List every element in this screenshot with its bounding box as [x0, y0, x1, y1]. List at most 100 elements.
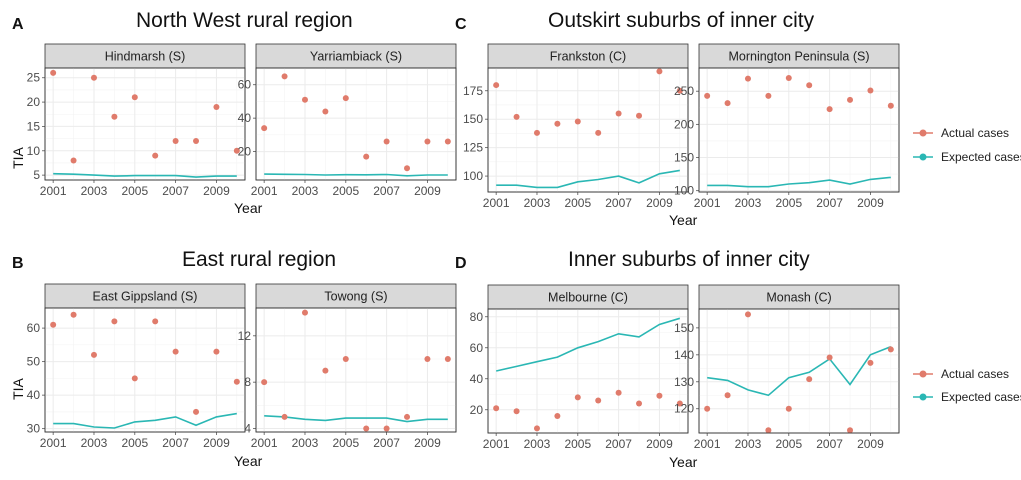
expected-cases-line — [496, 317, 681, 372]
plot-border — [698, 308, 900, 434]
x-tick-label: 2009 — [646, 196, 673, 210]
expected-cases-line — [53, 412, 237, 429]
plot-area — [255, 67, 457, 181]
x-tick-label: 2003 — [735, 196, 762, 210]
facet-strip-label: Yarriambiack (S) — [310, 50, 402, 64]
actual-cases-point — [724, 100, 731, 107]
actual-cases-point — [574, 118, 581, 125]
actual-cases-point — [867, 87, 874, 94]
actual-cases-point — [301, 309, 308, 316]
actual-cases-point — [152, 152, 159, 159]
y-tick-label: 30 — [27, 422, 41, 436]
facet-strip-label: Frankston (C) — [550, 50, 626, 64]
facet-towong-s: Towong (S) 2001 2003 2005 2007 2009 4 8 12 — [238, 283, 457, 450]
x-tick-label: 2007 — [162, 184, 189, 198]
actual-cases-point — [636, 400, 643, 407]
y-tick-label: 40 — [27, 388, 41, 402]
x-tick-label: 2007 — [162, 436, 189, 450]
x-tick-label: 2001 — [483, 196, 510, 210]
actual-cases-point — [342, 355, 349, 362]
x-tick-label: 2005 — [564, 196, 591, 210]
y-tick-label: 12 — [238, 329, 252, 343]
x-tick-label: 2001 — [483, 437, 510, 451]
y-axis-label-b: TIA — [10, 377, 26, 399]
actual-cases-point — [615, 110, 622, 117]
x-tick-label: 2003 — [735, 437, 762, 451]
x-tick-label: 2005 — [564, 437, 591, 451]
expected-cases-line — [707, 345, 892, 397]
x-tick-label: 2005 — [775, 196, 802, 210]
x-tick-label: 2007 — [816, 196, 843, 210]
x-tick-label: 2009 — [203, 436, 230, 450]
actual-cases-point — [615, 389, 622, 396]
actual-cases-point — [172, 138, 179, 145]
actual-cases-point — [513, 113, 520, 120]
actual-cases-point — [636, 112, 643, 119]
actual-cases-point — [233, 147, 240, 154]
x-tick-label: 2007 — [605, 196, 632, 210]
y-tick-label: 100 — [674, 184, 694, 198]
y-tick-label: 140 — [674, 348, 694, 362]
x-axis-label-d: Year — [669, 454, 698, 470]
actual-cases-point — [704, 92, 711, 99]
facet-strip-label: Mornington Peninsula (S) — [728, 50, 869, 64]
x-tick-label: 2005 — [121, 436, 148, 450]
plot-area — [487, 67, 689, 193]
actual-cases-point — [765, 427, 772, 434]
actual-cases-point — [785, 405, 792, 412]
panel-label-c: C — [455, 16, 467, 33]
y-tick-label: 8 — [244, 375, 251, 389]
actual-cases-point — [554, 412, 561, 419]
actual-cases-point — [193, 138, 200, 145]
actual-cases-point — [656, 392, 663, 399]
actual-cases-point — [847, 427, 854, 434]
x-axis-label-b: Year — [234, 453, 263, 469]
y-tick-label: 150 — [463, 112, 483, 126]
facet-melbourne-c: Melbourne (C) 2001 2003 2005 2007 2009 20 40 60 8… — [470, 284, 689, 451]
actual-cases-point — [322, 367, 329, 374]
actual-cases-point — [595, 397, 602, 404]
actual-cases-point — [233, 378, 240, 385]
actual-cases-point — [70, 311, 77, 318]
facet-strip — [44, 43, 246, 69]
actual-cases-point — [656, 68, 663, 75]
actual-cases-point — [513, 408, 520, 415]
x-tick-label: 2009 — [414, 436, 441, 450]
actual-cases-point — [342, 95, 349, 102]
y-tick-label: 60 — [238, 78, 252, 92]
x-tick-label: 2001 — [40, 436, 67, 450]
actual-cases-point — [765, 92, 772, 99]
x-tick-label: 2005 — [332, 436, 359, 450]
panel-label-a: A — [12, 16, 24, 33]
actual-cases-point — [724, 392, 731, 399]
expected-cases-line — [264, 415, 448, 423]
actual-cases-point — [785, 74, 792, 81]
legend-expected-label: Expected cases — [941, 390, 1021, 404]
actual-cases-point — [111, 318, 118, 325]
actual-cases-point — [131, 94, 138, 101]
actual-cases-point — [595, 129, 602, 136]
facet-panels: Hindmarsh (S) 2001 2003 2005 2007 2009 5 10 15 20… — [27, 43, 900, 451]
actual-cases-point — [424, 138, 431, 145]
facet-strip — [698, 284, 900, 310]
actual-cases-point — [533, 129, 540, 136]
x-tick-label: 2009 — [857, 196, 884, 210]
x-tick-label: 2009 — [646, 437, 673, 451]
plot-area — [698, 308, 900, 434]
actual-cases-point — [90, 74, 97, 81]
plot-border — [44, 307, 246, 433]
legend-top: Actual cases Expected cases — [913, 126, 1021, 164]
plot-border — [44, 67, 246, 181]
x-tick-label: 2001 — [251, 184, 278, 198]
legend-expected-label: Expected cases — [941, 150, 1021, 164]
facet-strip — [255, 283, 457, 309]
y-tick-label: 25 — [27, 71, 41, 85]
y-tick-label: 20 — [470, 403, 484, 417]
y-tick-label: 100 — [463, 169, 483, 183]
actual-cases-point — [261, 379, 268, 386]
actual-cases-point — [301, 96, 308, 103]
legend-expected-swatch — [919, 393, 927, 401]
actual-cases-point — [444, 138, 451, 145]
expected-cases-line — [707, 176, 891, 188]
actual-cases-point — [193, 408, 200, 415]
